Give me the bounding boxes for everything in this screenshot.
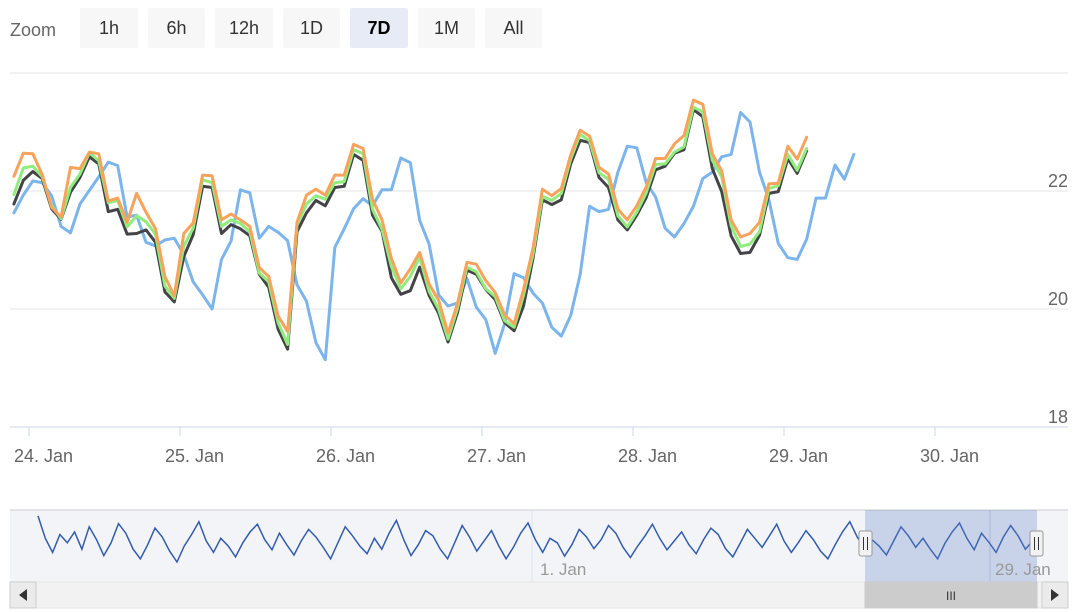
zoom-button-label: 7D: [367, 18, 390, 38]
x-tick-label: 26. Jan: [316, 446, 375, 466]
grid-lines: [10, 72, 1068, 310]
zoom-button-1h[interactable]: 1h: [80, 8, 138, 48]
zoom-button-background: [418, 8, 475, 48]
zoom-label: Zoom: [10, 20, 56, 40]
x-tick-label: 27. Jan: [467, 446, 526, 466]
zoom-button-all[interactable]: All: [485, 8, 542, 48]
series-line-orange: [12, 98, 809, 335]
scrollbar-right-button[interactable]: [1041, 581, 1069, 609]
series-line-black: [12, 108, 809, 351]
x-tick-label: 24. Jan: [14, 446, 73, 466]
y-axis-labels: 18 20 22: [1048, 171, 1068, 427]
scrollbar-grip-icon: III: [946, 589, 956, 603]
navigator-series-line: [37, 515, 1041, 564]
series-line-blue: [12, 111, 856, 362]
x-axis-ticks: 24. Jan 25. Jan 26. Jan 27. Jan 28. Jan 29. J…: [14, 427, 979, 466]
zoom-button-label: 1h: [99, 18, 119, 38]
y-tick-label: 20: [1048, 289, 1068, 309]
zoom-button-label: 6h: [166, 18, 186, 38]
zoom-button-label: 1D: [300, 18, 323, 38]
zoom-button-background: [350, 8, 408, 48]
x-tick-label: 30. Jan: [920, 446, 979, 466]
zoom-button-label: 1M: [434, 18, 459, 38]
scrollbar-thumb[interactable]: [864, 581, 1038, 609]
y-tick-label: 22: [1048, 171, 1068, 191]
arrow-right-icon: [1051, 589, 1059, 601]
zoom-button-7d[interactable]: 7D: [350, 8, 408, 48]
scrollbar[interactable]: III: [9, 581, 1069, 609]
zoom-button-background: [215, 8, 273, 48]
zoom-button-background: [283, 8, 340, 48]
series-group: [12, 98, 856, 362]
zoom-button-label: All: [503, 18, 523, 38]
zoom-button-6h[interactable]: 6h: [148, 8, 205, 48]
zoom-button-background: [80, 8, 138, 48]
zoom-button-1m[interactable]: 1M: [418, 8, 475, 48]
x-tick-label: 28. Jan: [618, 446, 677, 466]
navigator-left-handle[interactable]: [858, 530, 873, 557]
x-tick-label: 25. Jan: [165, 446, 224, 466]
zoom-buttons: 1h 6h 12h 1D 7D 1M All: [80, 8, 542, 48]
navigator-tick-label-1: 29. Jan: [995, 560, 1051, 579]
zoom-button-1d[interactable]: 1D: [283, 8, 340, 48]
range-selector: Zoom 1h 6h 12h 1D 7D 1M All: [10, 8, 542, 48]
zoom-button-background: [485, 8, 542, 48]
zoom-button-background: [148, 8, 205, 48]
series-line-green: [12, 105, 809, 346]
x-tick-label: 29. Jan: [769, 446, 828, 466]
navigator-right-handle[interactable]: [1029, 530, 1044, 557]
navigator-tick-label-0: 1. Jan: [540, 560, 586, 579]
zoom-button-12h[interactable]: 12h: [215, 8, 273, 48]
y-tick-label: 18: [1048, 407, 1068, 427]
main-plot: 24. Jan 25. Jan 26. Jan 27. Jan 28. Jan 29. J…: [10, 72, 1068, 466]
navigator-selected-range[interactable]: [865, 510, 1037, 582]
navigator[interactable]: 1. Jan 29. Jan: [10, 509, 1068, 582]
arrow-left-icon: [19, 589, 27, 601]
scrollbar-left-button[interactable]: [9, 581, 37, 609]
zoom-button-label: 12h: [229, 18, 259, 38]
